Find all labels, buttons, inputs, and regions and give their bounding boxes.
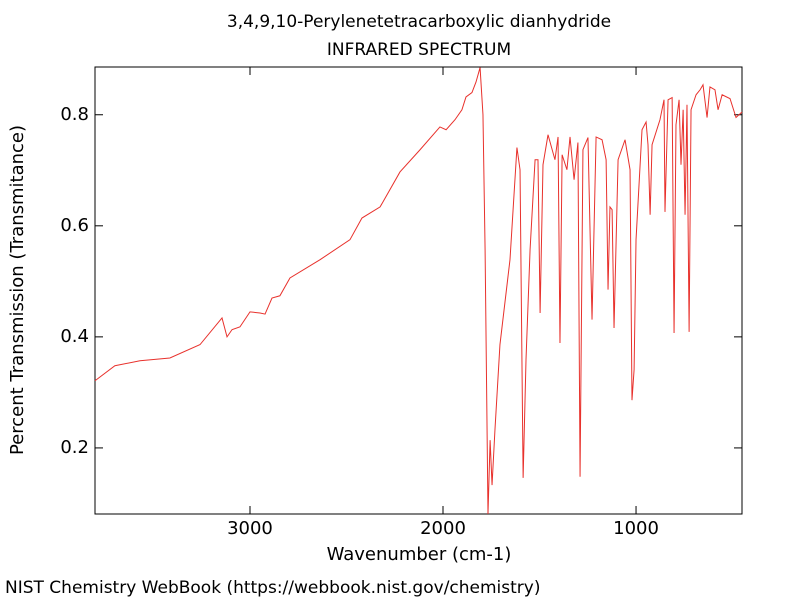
chart-title: 3,4,9,10-Perylenetetracarboxylic dianhyd…	[227, 12, 611, 32]
y-tick-label: 0.2	[60, 437, 89, 458]
y-axis-label: Percent Transmission (Transmitance)	[7, 125, 28, 455]
x-tick-label: 2000	[420, 518, 466, 539]
x-tick-label: 1000	[613, 518, 659, 539]
x-axis-label: Wavenumber (cm-1)	[327, 544, 512, 565]
plot-frame	[94, 66, 743, 515]
x-tick-label: 3000	[227, 518, 273, 539]
chart-subtitle: INFRARED SPECTRUM	[327, 40, 511, 60]
spectrum-line	[94, 67, 743, 515]
y-tick-label: 0.8	[60, 104, 89, 125]
y-tick-label: 0.6	[60, 215, 89, 236]
y-tick-label: 0.4	[60, 326, 89, 347]
footer: NIST Chemistry WebBook (https://webbook.…	[5, 578, 540, 598]
